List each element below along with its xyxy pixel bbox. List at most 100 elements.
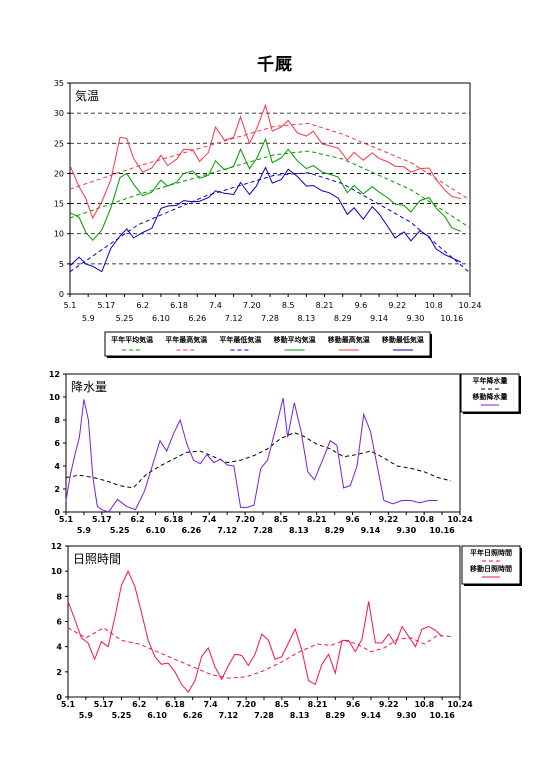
x-tick-label: 8.21	[308, 700, 328, 709]
legend-label: 移動降水量	[473, 392, 508, 401]
x-tick-label: 7.4	[202, 515, 217, 524]
series-line-6	[69, 166, 462, 273]
x-tick-label: 8.5	[274, 515, 289, 524]
x-tick-label: 10.24	[459, 301, 482, 310]
x-tick-label: 8.29	[325, 526, 345, 535]
x-tick-label: 9.14	[361, 526, 381, 535]
x-tick-label: 5.17	[97, 301, 115, 310]
legend-label: 移動日照時間	[470, 564, 512, 573]
legend-label: 平年最低気温	[219, 335, 261, 344]
series-line-2	[67, 570, 443, 693]
x-tick-label: 7.28	[261, 314, 279, 323]
x-tick-label: 5.25	[110, 526, 130, 535]
x-tick-label: 9.14	[361, 711, 381, 720]
panel-title: 気温	[75, 88, 99, 103]
plot-frame	[65, 373, 461, 513]
series-line-2	[65, 397, 438, 513]
x-tick-label: 9.14	[370, 314, 388, 323]
legend-box	[461, 545, 521, 585]
x-tick-label: 7.4	[209, 301, 222, 310]
legend-label: 平年平均気温	[111, 335, 153, 344]
y-tick-label: 20	[54, 169, 64, 178]
y-tick-label: 6	[54, 439, 60, 448]
x-tick-label: 7.28	[253, 526, 273, 535]
y-tick-label: 5	[59, 260, 64, 269]
x-tick-label: 7.20	[243, 301, 261, 310]
x-tick-label: 10.24	[447, 515, 473, 524]
x-tick-label: 7.12	[217, 526, 237, 535]
x-tick-label: 8.5	[275, 700, 290, 709]
x-tick-label: 6.2	[131, 515, 145, 524]
x-tick-label: 10.24	[447, 700, 473, 709]
y-tick-label: 4	[56, 643, 62, 652]
x-tick-label: 8.13	[297, 314, 315, 323]
panel-title: 日照時間	[73, 552, 121, 566]
x-tick-label: 5.25	[112, 711, 132, 720]
legend-box	[104, 331, 431, 357]
x-tick-label: 6.18	[164, 515, 184, 524]
legend-label: 平年最高気温	[165, 335, 207, 344]
x-tick-label: 6.26	[188, 314, 206, 323]
y-tick-label: 0	[59, 290, 64, 299]
x-tick-label: 8.13	[289, 526, 309, 535]
x-tick-label: 7.20	[235, 515, 255, 524]
x-tick-label: 6.26	[183, 711, 203, 720]
x-tick-label: 7.4	[203, 700, 218, 709]
x-tick-label: 9.30	[397, 711, 417, 720]
x-tick-label: 10.16	[429, 526, 455, 535]
x-tick-label: 7.12	[218, 711, 238, 720]
plot-frame	[67, 545, 461, 698]
x-tick-label: 6.10	[146, 526, 166, 535]
x-tick-label: 9.22	[378, 515, 398, 524]
y-tick-label: 12	[51, 542, 62, 551]
x-tick-label: 5.25	[116, 314, 134, 323]
x-tick-label: 10.8	[425, 301, 443, 310]
panel-title: 降水量	[71, 380, 107, 394]
y-tick-label: 10	[51, 567, 63, 576]
series-line-5	[69, 103, 462, 220]
x-tick-label: 10.16	[440, 314, 463, 323]
legend: 平年平均気温 平年最高気温 平年最低気温 移動平均気温 移動最高気温 移動最低気温	[104, 331, 432, 358]
x-tick-label: 10.8	[414, 700, 434, 709]
y-tick-label: 0	[56, 693, 62, 702]
x-tick-label: 7.28	[254, 711, 274, 720]
y-tick-label: 2	[56, 668, 62, 677]
chart-2: 0 2 4 6 8 10 12 5.1 5.17 6.2 6.18 7.4 7.20 8.5 8.21 9.6…	[49, 370, 521, 535]
series-line-4	[69, 137, 462, 242]
series-line-2	[69, 122, 471, 201]
x-tick-label: 5.9	[77, 526, 92, 535]
x-tick-label: 5.9	[82, 314, 95, 323]
x-tick-label: 8.13	[290, 711, 310, 720]
x-tick-label: 8.21	[316, 301, 334, 310]
y-tick-label: 2	[54, 485, 60, 494]
x-tick-label: 5.9	[79, 711, 94, 720]
series-line-1	[67, 627, 452, 679]
x-tick-label: 10.16	[430, 711, 456, 720]
legend-label: 移動最低気温	[382, 335, 424, 344]
x-tick-label: 6.26	[181, 526, 201, 535]
x-tick-label: 7.20	[236, 700, 256, 709]
x-tick-label: 9.30	[396, 526, 416, 535]
x-tick-label: 8.21	[307, 515, 327, 524]
x-tick-label: 9.22	[388, 301, 406, 310]
x-tick-label: 6.10	[152, 314, 170, 323]
y-tick-label: 10	[49, 393, 61, 402]
chart-3: 0 2 4 6 8 10 12 5.1 5.17 6.2 6.18 7.4 7.20 8.5 8.21 9.6…	[51, 542, 522, 720]
y-tick-label: 30	[54, 109, 64, 118]
y-tick-label: 0	[54, 508, 60, 517]
x-tick-label: 6.2	[136, 301, 149, 310]
plot-frame	[69, 82, 471, 295]
x-tick-label: 9.6	[345, 515, 360, 524]
x-tick-label: 6.2	[132, 700, 146, 709]
series-line-1	[69, 150, 471, 229]
x-tick-label: 8.5	[282, 301, 295, 310]
legend-label: 移動平均気温	[274, 335, 316, 344]
x-tick-label: 5.17	[94, 700, 114, 709]
legend-box	[460, 373, 520, 413]
x-tick-label: 10.8	[414, 515, 434, 524]
x-tick-label: 9.30	[407, 314, 425, 323]
y-tick-label: 35	[54, 79, 64, 88]
